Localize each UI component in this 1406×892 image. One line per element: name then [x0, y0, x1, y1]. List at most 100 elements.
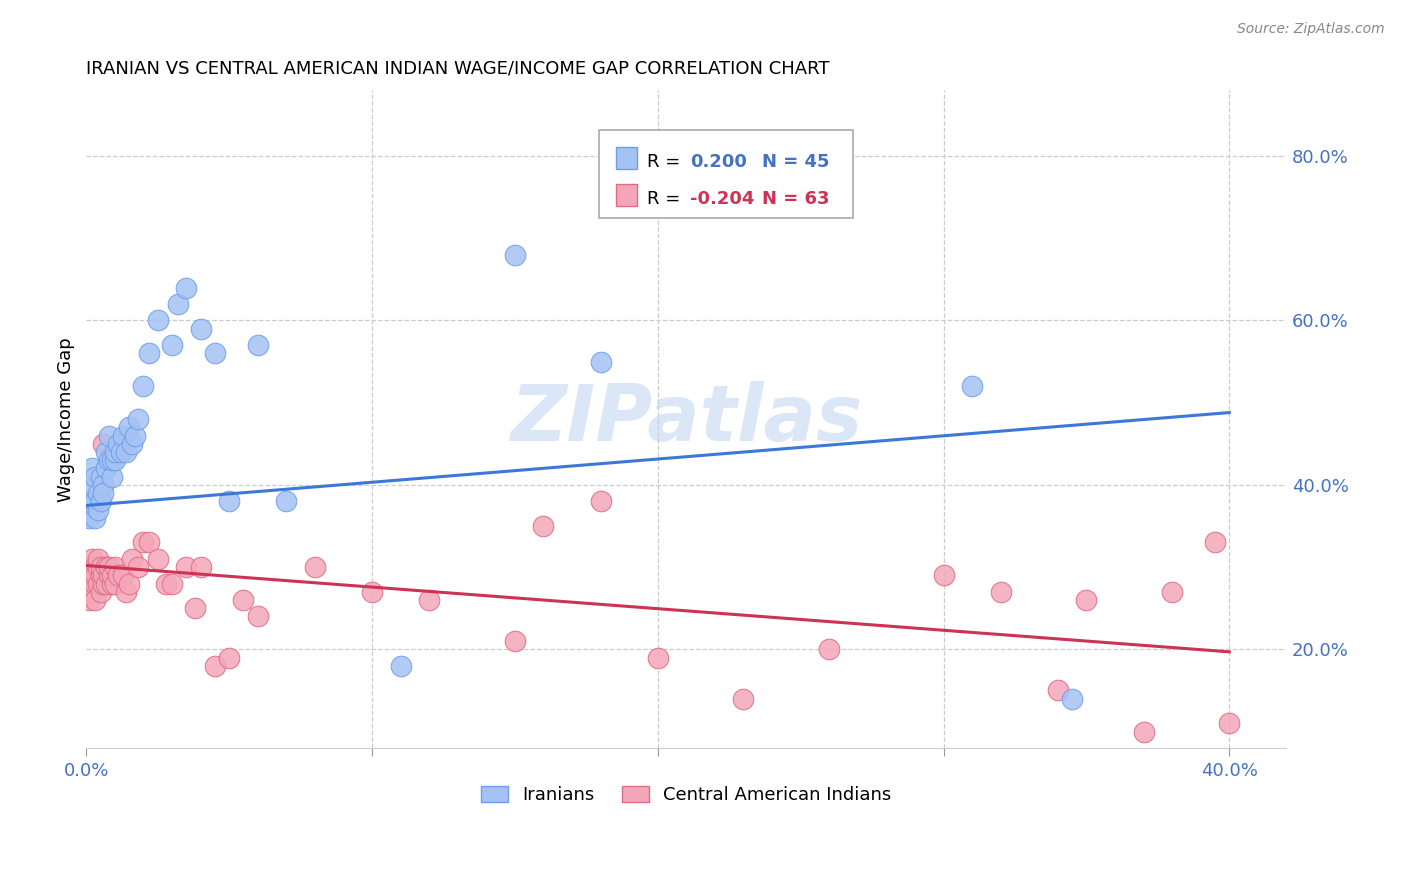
- Point: [647, 650, 669, 665]
- Text: ZIPatlas: ZIPatlas: [510, 381, 862, 458]
- Point: [733, 691, 755, 706]
- Point: [115, 445, 138, 459]
- Point: [77, 494, 100, 508]
- Point: [533, 519, 555, 533]
- Point: [503, 248, 526, 262]
- Point: [115, 584, 138, 599]
- Point: [132, 535, 155, 549]
- Point: [1076, 593, 1098, 607]
- Point: [93, 478, 115, 492]
- Point: [107, 437, 129, 451]
- Point: [1218, 716, 1240, 731]
- Point: [77, 560, 100, 574]
- Point: [83, 560, 105, 574]
- Point: [98, 568, 121, 582]
- Point: [1046, 683, 1069, 698]
- Text: R =: R =: [647, 190, 681, 209]
- Point: [96, 445, 118, 459]
- Point: [93, 576, 115, 591]
- Point: [90, 469, 112, 483]
- Point: [87, 552, 110, 566]
- Point: [160, 576, 183, 591]
- Point: [101, 453, 124, 467]
- Point: [127, 560, 149, 574]
- Point: [1161, 584, 1184, 599]
- Point: [361, 584, 384, 599]
- Point: [276, 494, 298, 508]
- Point: [101, 576, 124, 591]
- Point: [246, 609, 269, 624]
- Point: [589, 494, 612, 508]
- Point: [101, 469, 124, 483]
- Point: [80, 461, 103, 475]
- Point: [176, 280, 198, 294]
- Point: [101, 568, 124, 582]
- Point: [77, 576, 100, 591]
- Point: [232, 593, 254, 607]
- Point: [98, 428, 121, 442]
- Text: R =: R =: [647, 153, 681, 171]
- Point: [93, 437, 115, 451]
- Point: [218, 650, 240, 665]
- Text: IRANIAN VS CENTRAL AMERICAN INDIAN WAGE/INCOME GAP CORRELATION CHART: IRANIAN VS CENTRAL AMERICAN INDIAN WAGE/…: [86, 60, 830, 78]
- Point: [80, 584, 103, 599]
- Point: [1204, 535, 1226, 549]
- Point: [77, 511, 100, 525]
- Point: [93, 568, 115, 582]
- Point: [107, 568, 129, 582]
- Point: [87, 486, 110, 500]
- Point: [90, 584, 112, 599]
- Point: [246, 338, 269, 352]
- Point: [127, 412, 149, 426]
- Point: [80, 552, 103, 566]
- Point: [77, 593, 100, 607]
- Point: [138, 535, 160, 549]
- Point: [118, 420, 141, 434]
- Point: [160, 338, 183, 352]
- Point: [83, 593, 105, 607]
- Text: 0.200: 0.200: [690, 153, 747, 171]
- Point: [104, 576, 127, 591]
- Text: N = 63: N = 63: [762, 190, 830, 209]
- Point: [83, 576, 105, 591]
- Point: [146, 552, 169, 566]
- Point: [146, 313, 169, 327]
- Point: [96, 576, 118, 591]
- Point: [1132, 724, 1154, 739]
- Point: [990, 584, 1012, 599]
- Point: [155, 576, 177, 591]
- Point: [184, 601, 207, 615]
- Legend: Iranians, Central American Indians: Iranians, Central American Indians: [474, 779, 898, 812]
- Point: [932, 568, 955, 582]
- Point: [96, 560, 118, 574]
- Point: [110, 445, 132, 459]
- Point: [818, 642, 841, 657]
- Point: [87, 576, 110, 591]
- Point: [87, 502, 110, 516]
- Point: [104, 560, 127, 574]
- Point: [389, 658, 412, 673]
- Point: [98, 453, 121, 467]
- Point: [80, 478, 103, 492]
- Point: [204, 658, 226, 673]
- Point: [1062, 691, 1084, 706]
- Point: [104, 445, 127, 459]
- Point: [83, 568, 105, 582]
- Point: [90, 568, 112, 582]
- Point: [218, 494, 240, 508]
- Point: [90, 560, 112, 574]
- Point: [118, 576, 141, 591]
- Point: [121, 552, 143, 566]
- Point: [83, 494, 105, 508]
- Point: [93, 486, 115, 500]
- Text: Source: ZipAtlas.com: Source: ZipAtlas.com: [1237, 22, 1385, 37]
- Point: [190, 322, 212, 336]
- Point: [176, 560, 198, 574]
- Point: [87, 560, 110, 574]
- Point: [503, 634, 526, 648]
- Y-axis label: Wage/Income Gap: Wage/Income Gap: [58, 337, 75, 501]
- Point: [166, 297, 188, 311]
- Point: [589, 354, 612, 368]
- Point: [121, 437, 143, 451]
- Point: [112, 568, 135, 582]
